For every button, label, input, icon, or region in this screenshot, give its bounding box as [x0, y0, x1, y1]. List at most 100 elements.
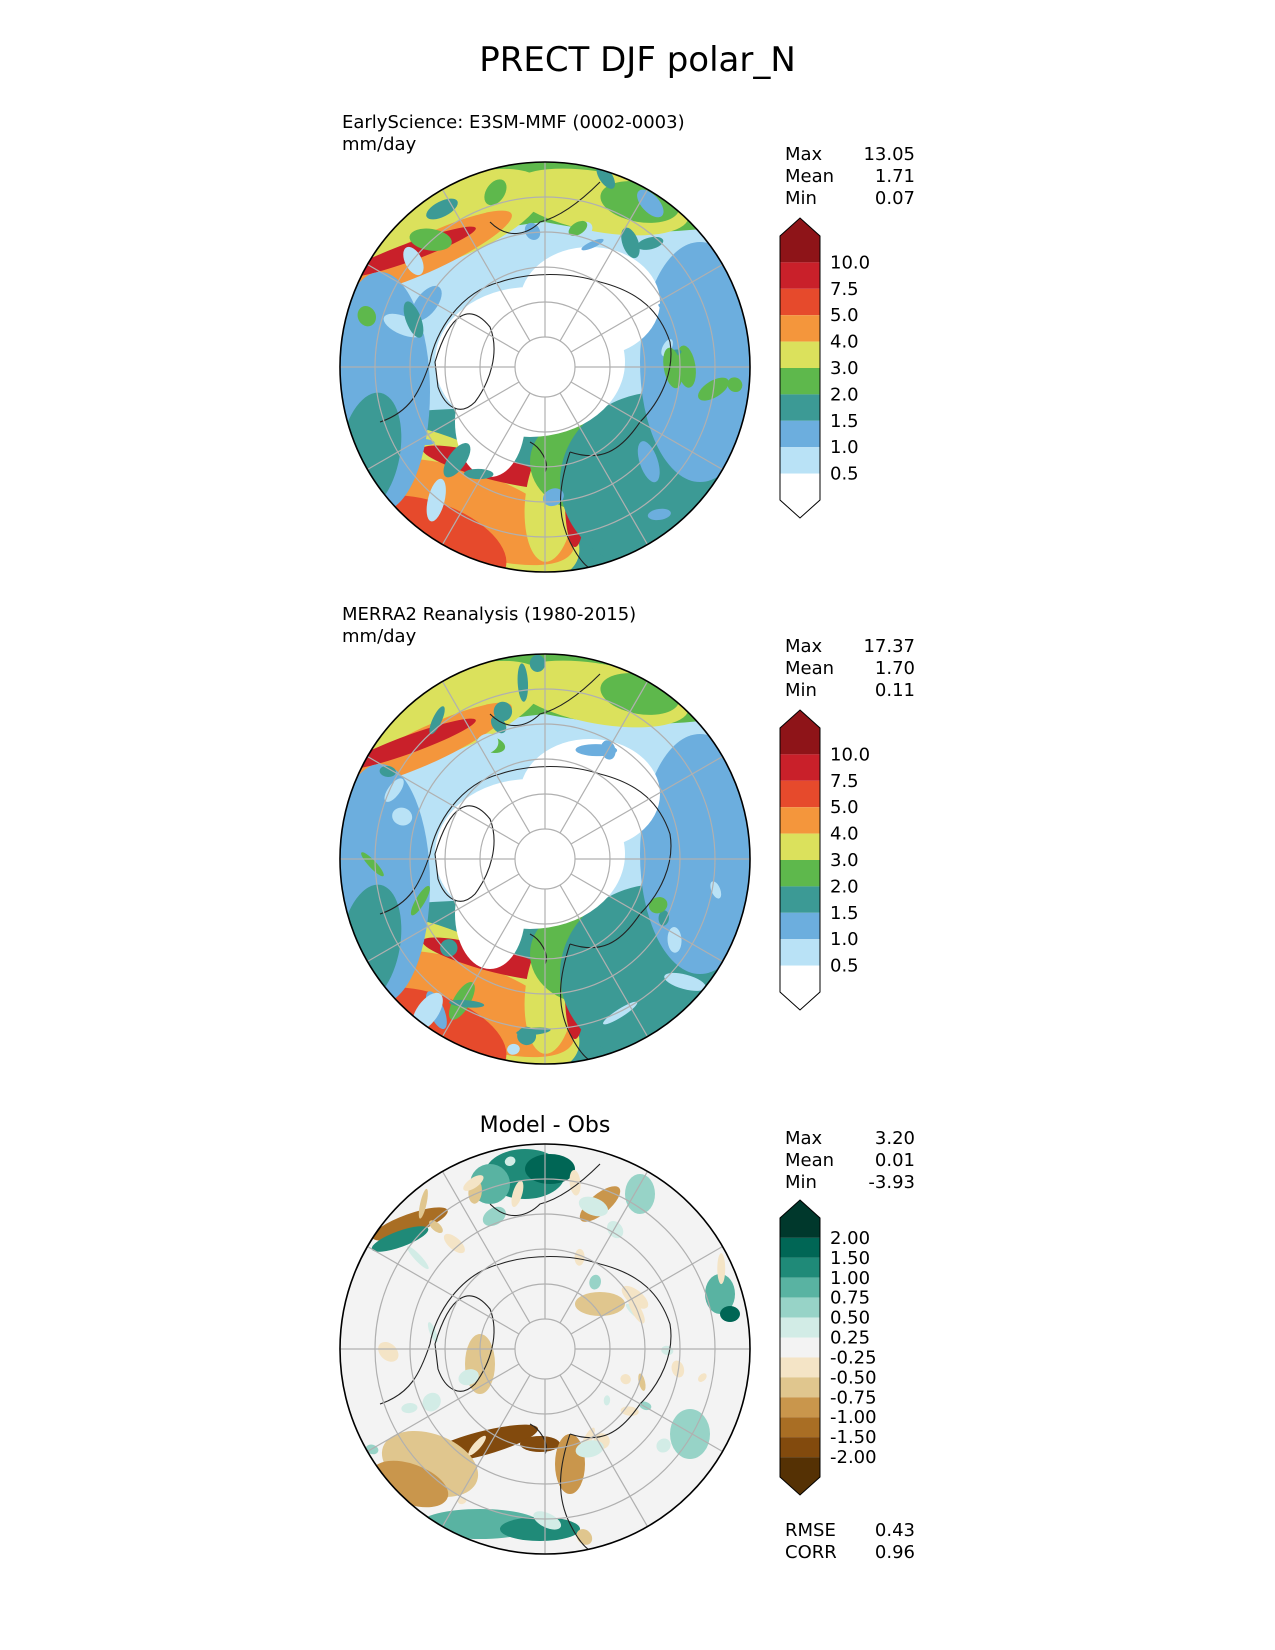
field-patch: [529, 654, 546, 672]
metric-label: CORR: [785, 1542, 837, 1563]
colorbar-swatch: [780, 886, 820, 913]
colorbar-tick-label: 0.25: [830, 1328, 870, 1349]
field-patch: [418, 1188, 428, 1219]
metric-value: 0.96: [874, 1542, 915, 1563]
field-patch: [504, 1156, 516, 1166]
meridian-line: [441, 1171, 531, 1324]
colorbar-tick-label: 0.5: [830, 956, 859, 977]
field-patch: [426, 198, 458, 220]
field-patch: [365, 458, 575, 566]
colorbar-tick-label: 3.0: [830, 358, 859, 379]
coastline-iceland: [529, 441, 547, 473]
field-patch: [620, 1374, 631, 1385]
colorbar-swatch: [780, 833, 820, 860]
field-patch: [717, 1253, 726, 1285]
field-patch: [533, 1511, 562, 1530]
meridian-line: [441, 189, 531, 342]
stat-label: Min: [785, 188, 817, 209]
field-patch: [463, 468, 494, 480]
colorbar-swatch: [780, 1200, 820, 1238]
panel-3-stats: Max 3.20 Mean 0.01 Min -3.93: [785, 1128, 915, 1194]
colorbar-tick-label: 0.5: [830, 464, 859, 485]
stat-value: 1.70: [874, 658, 915, 679]
stat-value: -3.93: [868, 1172, 915, 1193]
panel-2-units: mm/day: [342, 626, 417, 647]
stat-value: 1.71: [874, 166, 915, 187]
field-patch: [524, 222, 541, 240]
colorbar-swatch: [780, 262, 820, 289]
graticule: [340, 162, 750, 572]
field-patch: [484, 179, 507, 206]
colorbar-tick-label: 1.5: [830, 411, 859, 432]
field-patch: [422, 1392, 441, 1412]
map-boundary: [339, 1143, 751, 1555]
field-patch: [406, 1246, 429, 1270]
field-patch: [628, 1297, 645, 1324]
field-patch: [409, 438, 435, 446]
field-patch: [664, 972, 706, 991]
field-patch: [443, 443, 471, 478]
colorbar-swatch: [780, 1237, 820, 1258]
colorbar-tick-label: -2.00: [830, 1447, 877, 1468]
meridian-line: [559, 681, 649, 834]
colorbar-precip-2: 10.0 7.5 5.0 4.0 3.0 2.0 1.5 1.0 0.5: [779, 709, 870, 1011]
colorbar-swatch: [780, 912, 820, 940]
panel-1-stats: Max 13.05 Mean 1.71 Min 0.07: [785, 144, 915, 210]
polar-map-difference: [339, 1143, 751, 1555]
field-patch: [410, 885, 430, 916]
stat-label: Min: [785, 1172, 817, 1193]
meridian-line: [570, 755, 723, 845]
coastline-pacific: [489, 1163, 601, 1217]
colorbar-swatch: [780, 288, 820, 316]
colorbar-swatch: [780, 807, 820, 834]
colorbar-swatch: [780, 1297, 820, 1318]
field-patch: [520, 1436, 560, 1452]
colorbar-swatch: [780, 1437, 820, 1458]
colorbar-swatch: [780, 1277, 820, 1298]
colorbar-swatch: [780, 939, 820, 966]
coastline-iceland: [529, 933, 547, 965]
field-patch: [468, 1435, 486, 1456]
field-patch: [698, 1373, 707, 1382]
field-patch: [578, 1196, 609, 1217]
colorbar-swatch: [780, 754, 820, 781]
map-boundary: [339, 161, 751, 573]
colorbar-tick-label: 3.0: [830, 850, 859, 871]
stat-value: 13.05: [863, 144, 915, 165]
field-patch: [656, 1438, 671, 1453]
field-patch: [340, 820, 364, 839]
map-field: [340, 162, 750, 572]
field-patch: [515, 312, 595, 382]
stat-value: 0.11: [874, 680, 915, 701]
field-patch: [361, 852, 384, 877]
field-patch: [379, 765, 396, 778]
field-patch: [670, 1409, 710, 1459]
stat-value: 0.01: [874, 1150, 915, 1171]
colorbar-swatch: [780, 218, 820, 263]
colorbar-tick-label: -1.50: [830, 1427, 877, 1448]
field-patch: [449, 999, 485, 1008]
graticule: [340, 654, 750, 1064]
field-patch: [458, 1369, 479, 1386]
field-patch: [403, 301, 424, 338]
colorbar-tick-label: 1.0: [830, 929, 859, 950]
field-patch: [727, 377, 743, 393]
field-patch: [638, 1373, 646, 1391]
colorbar-tick-label: -0.75: [830, 1387, 877, 1408]
colorbar-swatch: [780, 420, 820, 448]
meridian-line: [441, 681, 531, 834]
field-patch: [429, 1220, 443, 1234]
stat-label: Mean: [785, 658, 835, 679]
colorbar-tick-label: -0.50: [830, 1367, 877, 1388]
colorbar-swatch: [780, 860, 820, 887]
graticule: [340, 1144, 750, 1554]
colorbar-tick-label: 4.0: [830, 332, 859, 353]
field-patch: [569, 1169, 581, 1196]
field-patch: [455, 859, 525, 969]
colorbar-tick-label: 2.0: [830, 384, 859, 405]
colorbar-swatch: [780, 965, 820, 1010]
field-patch: [574, 1248, 585, 1266]
coastline-pacific: [489, 181, 601, 235]
field-patch: [658, 303, 687, 322]
colorbar-tick-label: -1.00: [830, 1407, 877, 1428]
